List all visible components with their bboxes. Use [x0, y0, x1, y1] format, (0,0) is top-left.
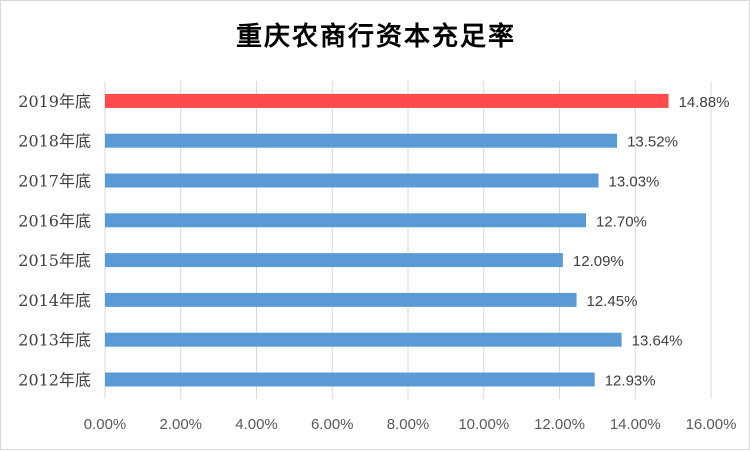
category-label: 2016年底	[18, 211, 91, 230]
bar	[105, 253, 563, 268]
category-label: 2017年底	[18, 172, 91, 191]
bar	[105, 213, 587, 228]
data-label: 13.52%	[627, 134, 678, 151]
x-tick-label: 4.00%	[235, 416, 278, 433]
category-label: 2012年底	[18, 371, 91, 390]
chart-title: 重庆农商行资本充足率	[236, 21, 516, 52]
data-label: 13.03%	[609, 174, 660, 191]
data-label: 12.09%	[573, 253, 624, 270]
bars	[105, 93, 669, 387]
category-label: 2015年底	[18, 251, 91, 270]
x-tick-label: 16.00%	[686, 416, 737, 433]
bar	[105, 372, 595, 387]
data-label: 12.45%	[587, 293, 638, 310]
x-tick-label: 6.00%	[311, 416, 354, 433]
bar	[105, 292, 577, 307]
gridlines	[104, 81, 712, 399]
bar-highlight	[105, 93, 669, 108]
category-label: 2018年底	[18, 132, 91, 151]
bar	[105, 332, 622, 347]
x-tick-label: 2.00%	[159, 416, 202, 433]
data-label: 14.88%	[679, 94, 730, 111]
x-tick-label: 14.00%	[610, 416, 661, 433]
x-tick-label: 10.00%	[458, 416, 509, 433]
data-label: 13.64%	[632, 333, 683, 350]
data-label: 12.93%	[605, 373, 656, 390]
data-label: 12.70%	[596, 213, 647, 230]
bar	[105, 173, 599, 188]
category-label: 2013年底	[18, 331, 91, 350]
category-label: 2014年底	[18, 291, 91, 310]
x-tick-label: 0.00%	[84, 416, 127, 433]
category-label: 2019年底	[18, 92, 91, 111]
bar	[105, 133, 618, 148]
x-tick-label: 12.00%	[534, 416, 585, 433]
x-tick-label: 8.00%	[387, 416, 430, 433]
labels: 0.00% 2.00% 4.00% 6.00% 8.00% 10.00% 12.00% 14.…	[18, 92, 736, 433]
